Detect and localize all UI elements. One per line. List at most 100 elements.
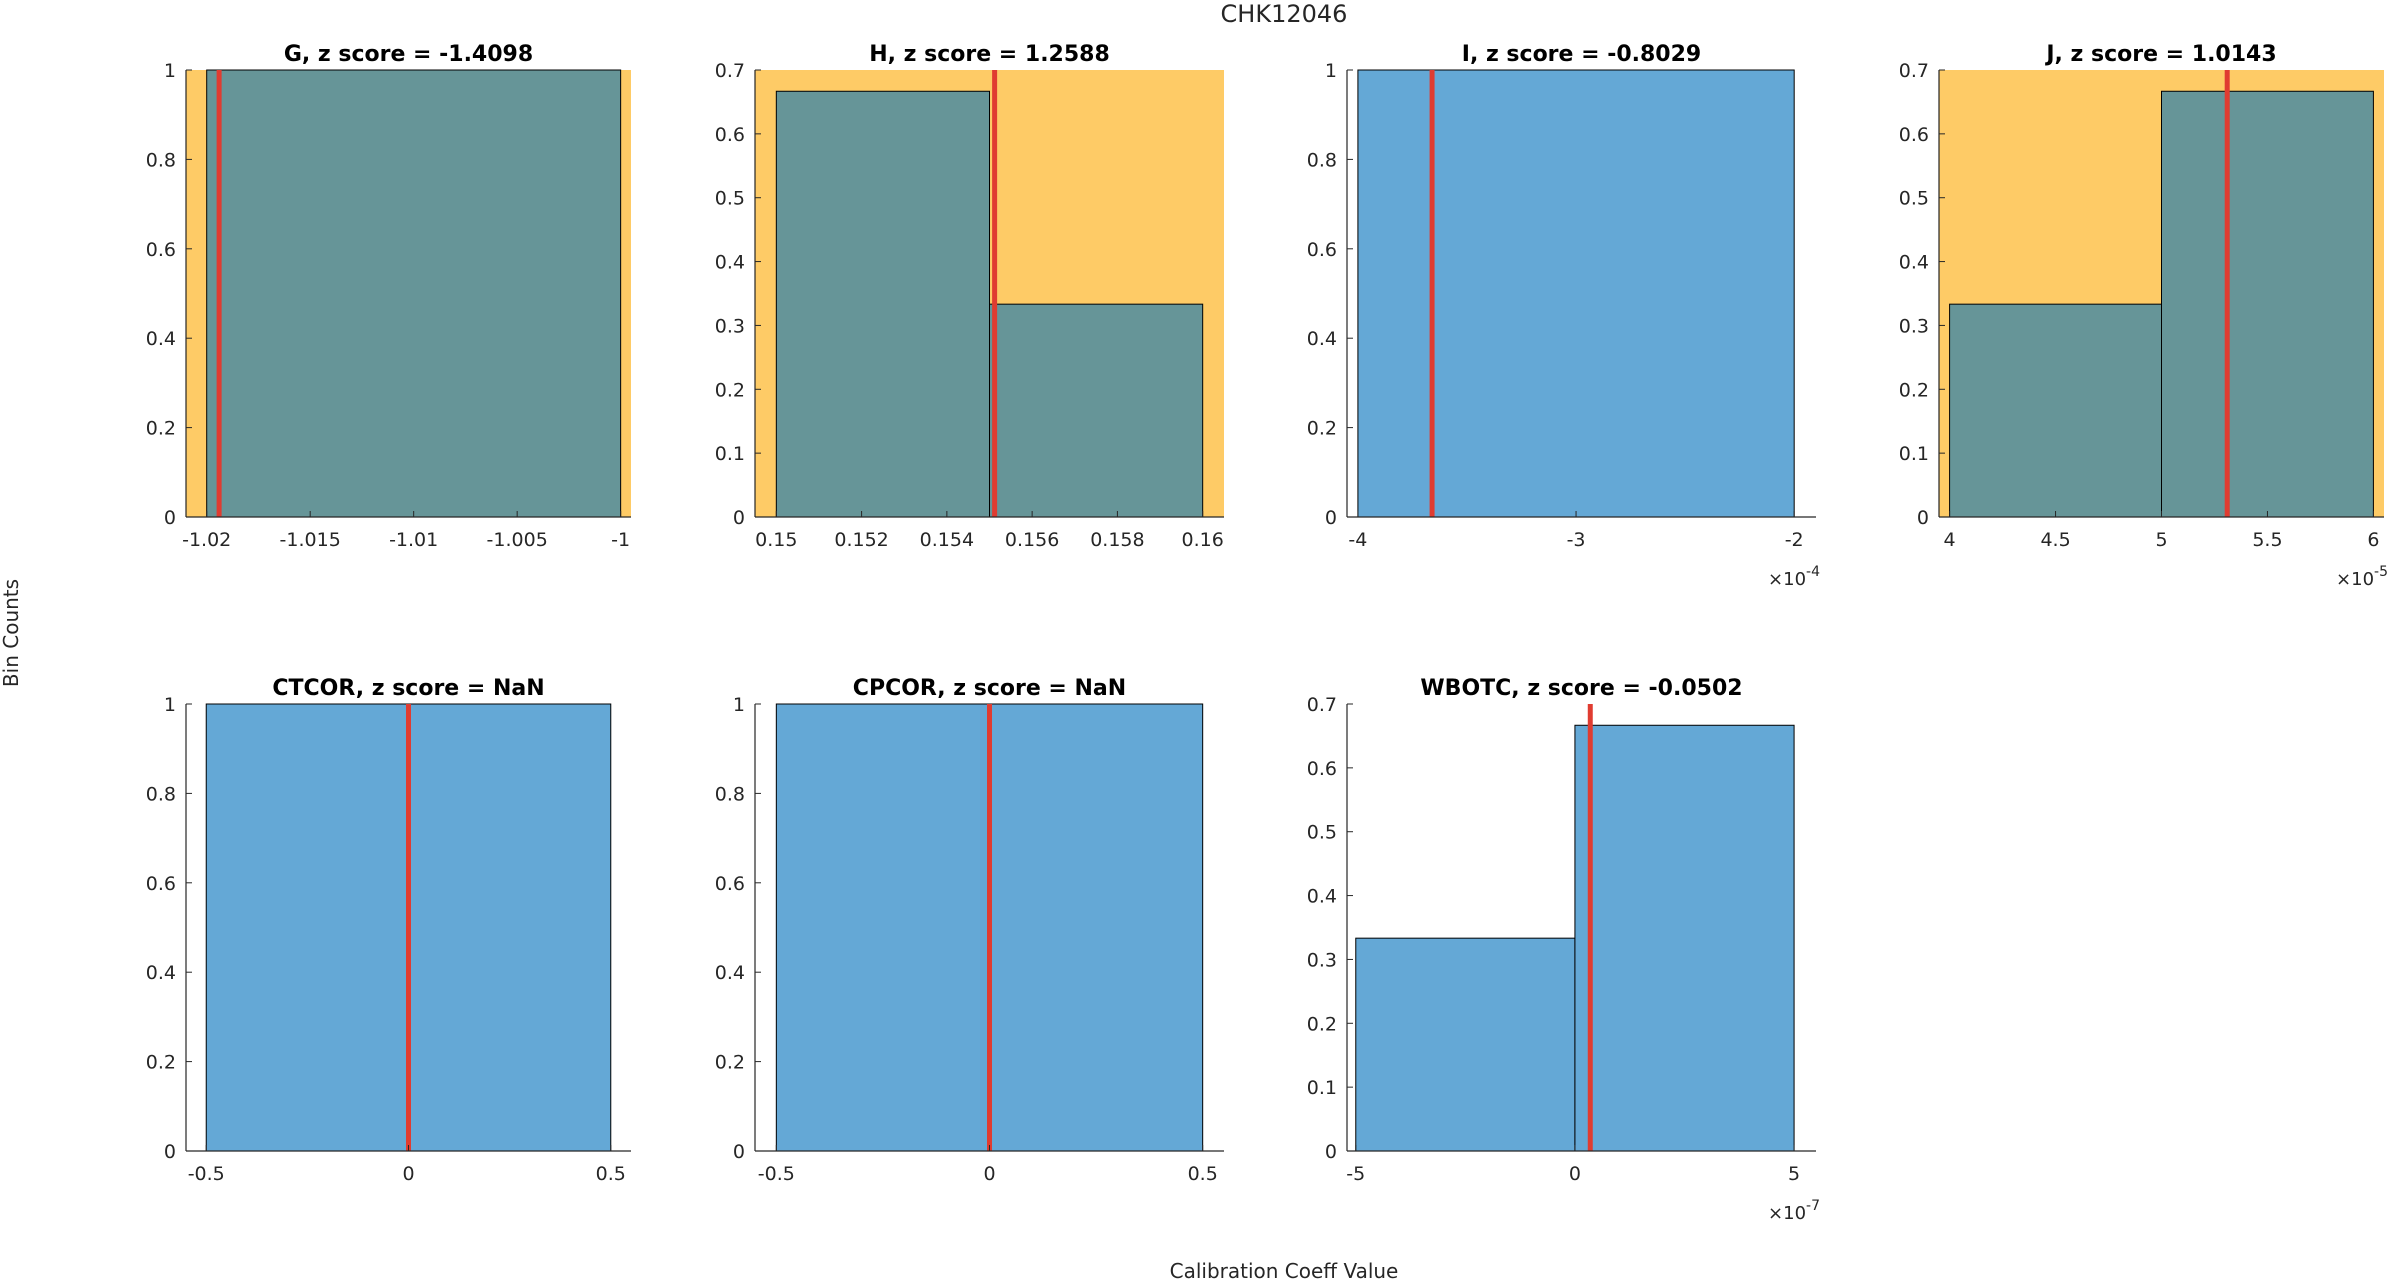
x-tick-label: -2 — [1785, 529, 1804, 551]
x-tick-label: -0.5 — [758, 1163, 795, 1185]
x-tick-label: -0.5 — [188, 1163, 225, 1185]
x-tick-label: 0.152 — [834, 529, 888, 551]
x-tick-label: -1 — [611, 529, 630, 551]
y-tick-label: 0.7 — [715, 60, 745, 82]
y-tick-label: 0 — [164, 507, 176, 529]
x-tick-label: 0.5 — [1188, 1163, 1218, 1185]
x-tick-label: 6 — [2367, 529, 2379, 551]
y-tick-label: 0.2 — [146, 418, 176, 440]
y-tick-label: 0.1 — [1899, 443, 1929, 465]
y-axis-label: Bin Counts — [0, 579, 23, 687]
y-tick-label: 0.2 — [1899, 379, 1929, 401]
y-tick-label: 0 — [1325, 507, 1337, 529]
x-tick-label: 0 — [402, 1163, 414, 1185]
x-axis-exponent: ×10-7 — [1768, 1198, 1820, 1224]
y-tick-label: 0.4 — [1307, 886, 1337, 908]
x-tick-label: 0.5 — [596, 1163, 626, 1185]
x-tick-label: -4 — [1348, 529, 1367, 551]
y-tick-label: 0 — [733, 507, 745, 529]
y-tick-label: 0.6 — [146, 239, 176, 261]
subplot-4: 0 0.1 0.2 0.3 0.4 0.5 0.6 0.7 4 4.5 5 5.5 6 J, z scor… — [1899, 42, 2388, 590]
y-tick-label: 1 — [733, 694, 745, 716]
x-tick-label: 0 — [1569, 1163, 1581, 1185]
y-tick-label: 0.2 — [715, 1052, 745, 1074]
x-tick-label: -1.01 — [389, 529, 438, 551]
y-tick-label: 0.8 — [1307, 149, 1337, 171]
y-tick-label: 0.2 — [715, 379, 745, 401]
y-tick-label: 0.6 — [1899, 124, 1929, 146]
y-tick-label: 0.8 — [146, 149, 176, 171]
x-axis-label: Calibration Coeff Value — [1170, 1259, 1399, 1281]
histogram-bar — [206, 69, 622, 518]
y-tick-label: 1 — [164, 60, 176, 82]
y-tick-label: 0.3 — [715, 315, 745, 337]
y-tick-label: 0.6 — [715, 124, 745, 146]
x-tick-label: 0.15 — [755, 529, 797, 551]
subplot-5: 0 0.2 0.4 0.6 0.8 1 -0.5 0 0.5 CTCOR, z score = N… — [146, 676, 631, 1185]
y-tick-label: 0.7 — [1899, 60, 1929, 82]
subplot-title: CPCOR, z score = NaN — [853, 676, 1126, 701]
x-tick-label: 0.156 — [1005, 529, 1059, 551]
x-tick-label: 0.16 — [1182, 529, 1224, 551]
y-tick-label: 1 — [1325, 60, 1337, 82]
x-tick-label: 0.154 — [920, 529, 974, 551]
histogram-bar — [1357, 69, 1795, 518]
y-tick-label: 0.4 — [146, 962, 176, 984]
subplot-6: 0 0.2 0.4 0.6 0.8 1 -0.5 0 0.5 CPCOR, z score = N… — [715, 676, 1224, 1185]
x-tick-label: 5.5 — [2252, 529, 2282, 551]
y-tick-label: 0.1 — [715, 443, 745, 465]
histogram-bar — [775, 90, 990, 518]
subplot-3: 0 0.2 0.4 0.6 0.8 1 -4 -3 -2 I, z score = -0.8029… — [1307, 42, 1820, 590]
histogram-bar — [2161, 90, 2374, 518]
y-tick-label: 0 — [164, 1141, 176, 1163]
y-tick-label: 0.8 — [146, 783, 176, 805]
y-tick-label: 0.4 — [1307, 328, 1337, 350]
y-tick-label: 0.6 — [1307, 758, 1337, 780]
histogram-bar — [1355, 937, 1576, 1152]
y-tick-label: 0.8 — [715, 783, 745, 805]
subplot-7: 0 0.1 0.2 0.3 0.4 0.5 0.6 0.7 -5 0 5 WBOTC, z score… — [1307, 676, 1820, 1224]
histogram-bar — [989, 303, 1204, 518]
y-tick-label: 0.2 — [1307, 418, 1337, 440]
y-tick-label: 1 — [164, 694, 176, 716]
subplot-title: H, z score = 1.2588 — [869, 42, 1110, 67]
x-tick-label: -1.005 — [487, 529, 548, 551]
subplot-title: G, z score = -1.4098 — [284, 42, 533, 67]
x-axis-exponent: ×10-4 — [1768, 564, 1820, 590]
y-tick-label: 0.4 — [1899, 252, 1929, 274]
y-tick-label: 0.3 — [1899, 315, 1929, 337]
x-tick-label: 4 — [1944, 529, 1956, 551]
subplot-grid: 0 0.2 0.4 0.6 0.8 1 -1.02 -1.015 -1.01 -1.005 -1 G,… — [146, 42, 2388, 1224]
y-tick-label: 0 — [733, 1141, 745, 1163]
y-tick-label: 0.2 — [1307, 1013, 1337, 1035]
y-tick-label: 0 — [1917, 507, 1929, 529]
subplot-title: WBOTC, z score = -0.0502 — [1420, 676, 1742, 701]
y-tick-label: 0.6 — [146, 873, 176, 895]
x-tick-label: -1.02 — [182, 529, 231, 551]
y-tick-label: 0 — [1325, 1141, 1337, 1163]
y-tick-label: 0.3 — [1307, 949, 1337, 971]
y-tick-label: 0.5 — [1899, 188, 1929, 210]
x-tick-label: 0.158 — [1090, 529, 1144, 551]
y-tick-label: 0.6 — [715, 873, 745, 895]
y-tick-label: 0.5 — [715, 188, 745, 210]
x-axis-exponent: ×10-5 — [2336, 564, 2388, 590]
y-tick-label: 0.4 — [715, 252, 745, 274]
x-tick-label: 5 — [2155, 529, 2167, 551]
x-tick-label: -1.015 — [280, 529, 341, 551]
y-tick-label: 0.2 — [146, 1052, 176, 1074]
x-tick-label: -5 — [1346, 1163, 1365, 1185]
subplot-2: 0 0.1 0.2 0.3 0.4 0.5 0.6 0.7 0.15 0.152 0.154 0.15… — [715, 42, 1224, 551]
y-tick-label: 0.7 — [1307, 694, 1337, 716]
histogram-bar — [1574, 724, 1795, 1152]
y-tick-label: 0.4 — [715, 962, 745, 984]
x-tick-label: 5 — [1788, 1163, 1800, 1185]
subplot-title: I, z score = -0.8029 — [1462, 42, 1701, 67]
figure-title: CHK12046 — [1221, 0, 1348, 28]
x-tick-label: 0 — [983, 1163, 995, 1185]
x-tick-label: 4.5 — [2040, 529, 2070, 551]
y-tick-label: 0.4 — [146, 328, 176, 350]
subplot-title: CTCOR, z score = NaN — [272, 676, 544, 701]
y-tick-label: 0.5 — [1307, 822, 1337, 844]
